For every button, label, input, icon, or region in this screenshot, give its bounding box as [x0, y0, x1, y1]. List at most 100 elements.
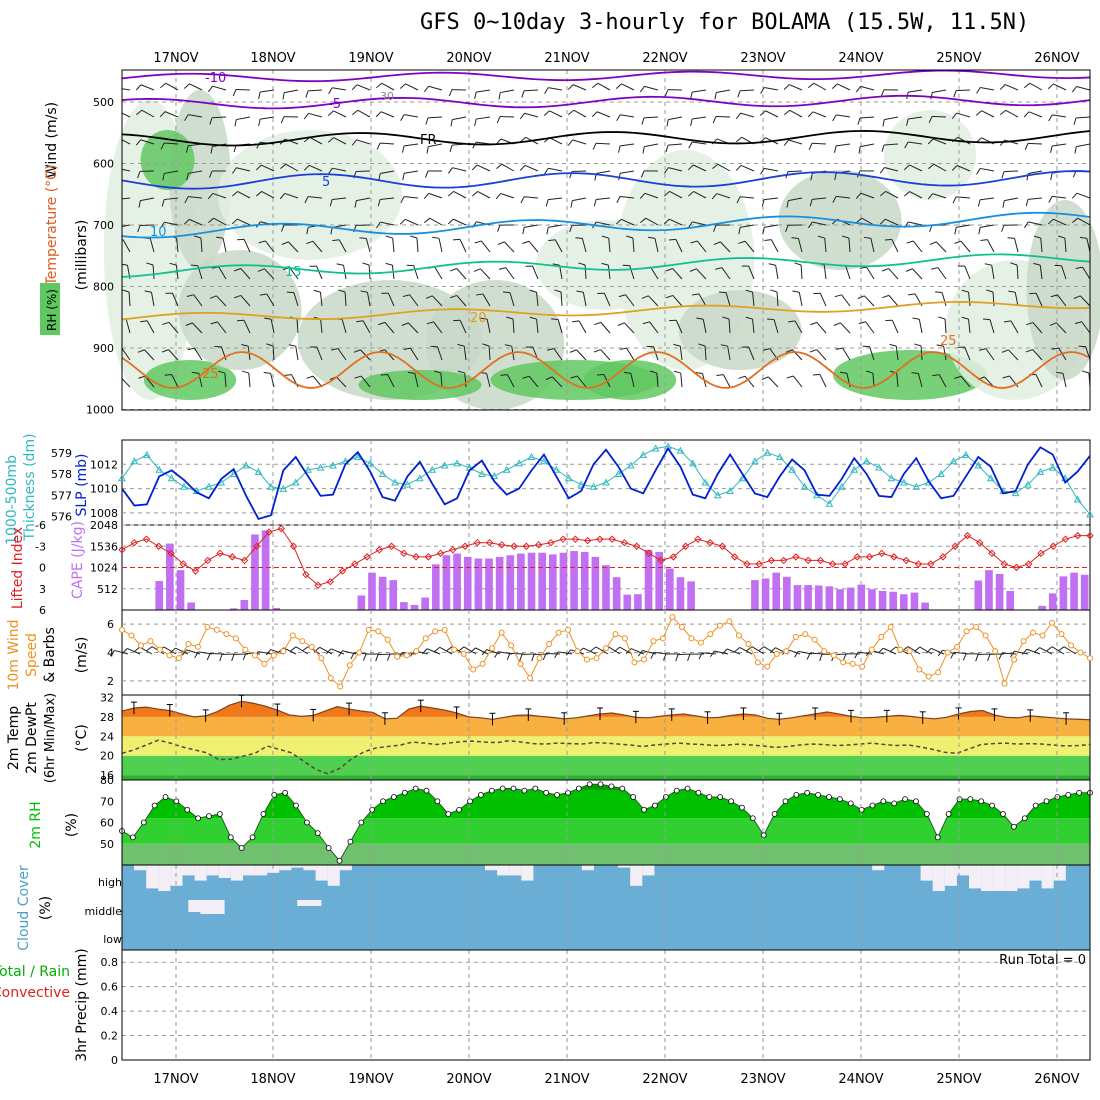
wind-barb-flag: [474, 240, 482, 244]
cape-bar: [527, 552, 536, 610]
wind-barb: [576, 375, 587, 388]
wind-barb: [836, 143, 851, 147]
li-point: [694, 535, 702, 543]
wind-speed-point: [1049, 619, 1056, 626]
wind-barb-flag: [161, 199, 165, 207]
wind-barb: [870, 238, 875, 253]
wind-barb-flag: [569, 349, 577, 353]
wind-barb-flag: [475, 293, 483, 296]
wind-barb: [488, 345, 491, 361]
wind-barb-flag: [856, 217, 863, 224]
wind-barb: [434, 266, 443, 280]
wind-speed-point: [441, 626, 448, 633]
wind-barb: [860, 143, 875, 148]
rh-point: [532, 785, 539, 792]
wind-barb: [240, 295, 251, 307]
rh-point: [913, 798, 919, 805]
wind-barb-flag: [1007, 237, 1015, 239]
li-point: [988, 549, 996, 558]
wind-barb-flag: [502, 291, 511, 294]
wind-barb-flag: [663, 167, 669, 174]
wind-barb-flag: [785, 225, 789, 233]
wind-barb: [404, 196, 419, 199]
wind-barb: [1028, 111, 1043, 118]
pressure-level-label: 800: [93, 281, 114, 294]
wind-barb: [716, 193, 731, 199]
li-point: [828, 560, 837, 568]
wind-speed-point: [384, 636, 391, 643]
cape-bar: [431, 564, 440, 610]
li-point: [461, 542, 469, 550]
date-label-top: 21NOV: [544, 51, 589, 66]
wind-barb-flag: [264, 317, 272, 320]
wind-barb: [509, 652, 525, 655]
wind-barb-flag: [770, 289, 778, 293]
wind-barb: [1032, 322, 1043, 334]
wind-barb: [956, 112, 971, 118]
wind-barb: [264, 268, 275, 280]
upper-air-panel: 5006007008009001000-10-5FR5101520252530W…: [40, 69, 1100, 417]
wind-barb: [188, 218, 203, 226]
li-point: [204, 556, 212, 565]
rh-point: [880, 798, 887, 805]
wind-barb-flag: [169, 262, 177, 266]
wind-barb-flag: [1024, 82, 1031, 89]
wind-barb-flag: [615, 218, 622, 225]
wind-barb-flag: [160, 221, 165, 229]
wind-barb: [836, 114, 851, 118]
li-point: [951, 542, 959, 550]
li-point: [547, 539, 555, 547]
rh-point: [717, 794, 724, 800]
temp-line: [121, 700, 1091, 721]
wind-barb: [787, 170, 803, 173]
wind-barb: [824, 238, 827, 253]
wind-barb-flag: [258, 91, 261, 99]
thickness-point: [837, 482, 846, 490]
wind-barb-flag: [618, 145, 621, 153]
li-point: [877, 549, 886, 558]
wind-barb-flag: [890, 646, 897, 652]
wind-barb: [788, 84, 803, 91]
wind-barb-flag: [593, 199, 597, 207]
wind-barb: [597, 82, 611, 91]
wind-barb: [362, 320, 371, 334]
wind-barb: [261, 164, 275, 172]
wind-barb-flag: [137, 225, 141, 233]
wind-barb-flag: [498, 267, 506, 270]
wind-speed-point: [413, 648, 420, 655]
wind-barb-flag: [880, 191, 886, 197]
wind-barb-flag: [457, 343, 465, 347]
date-label-bottom: 22NOV: [642, 1072, 687, 1087]
wind-barb: [164, 197, 179, 201]
wind-barb: [224, 373, 227, 388]
precip-tick: 0.8: [101, 956, 119, 969]
wind-barb: [596, 221, 611, 226]
wind-speed-point: [119, 626, 125, 633]
wind-barb-flag: [806, 652, 811, 660]
wind-barb: [1081, 321, 1090, 334]
wind-speed-point: [982, 632, 989, 639]
cape-bar: [676, 577, 685, 610]
wind-barb: [702, 319, 707, 334]
rh-point: [401, 789, 408, 796]
wind-barb-flag: [954, 375, 962, 379]
wind-barb: [405, 218, 419, 226]
thickness-point: [502, 465, 511, 473]
rh-point: [227, 834, 234, 841]
wind-speed-point: [527, 675, 534, 681]
wind-barb-flag: [522, 375, 530, 379]
cloud-high-tick: high: [98, 876, 122, 889]
wind-barb-flag: [281, 224, 285, 232]
wind-barb: [402, 652, 417, 655]
wind-barb-flag: [497, 224, 501, 232]
wind-barb-flag: [135, 84, 142, 91]
rh-point: [434, 798, 441, 805]
wind-barb: [859, 116, 875, 119]
cloud-high-bar: [146, 865, 159, 889]
wind-barb: [308, 164, 323, 172]
wind-barb: [1076, 192, 1090, 199]
wind-barb-flag: [362, 262, 370, 266]
wind-barb-flag: [385, 262, 393, 266]
wind-barb: [866, 266, 875, 280]
